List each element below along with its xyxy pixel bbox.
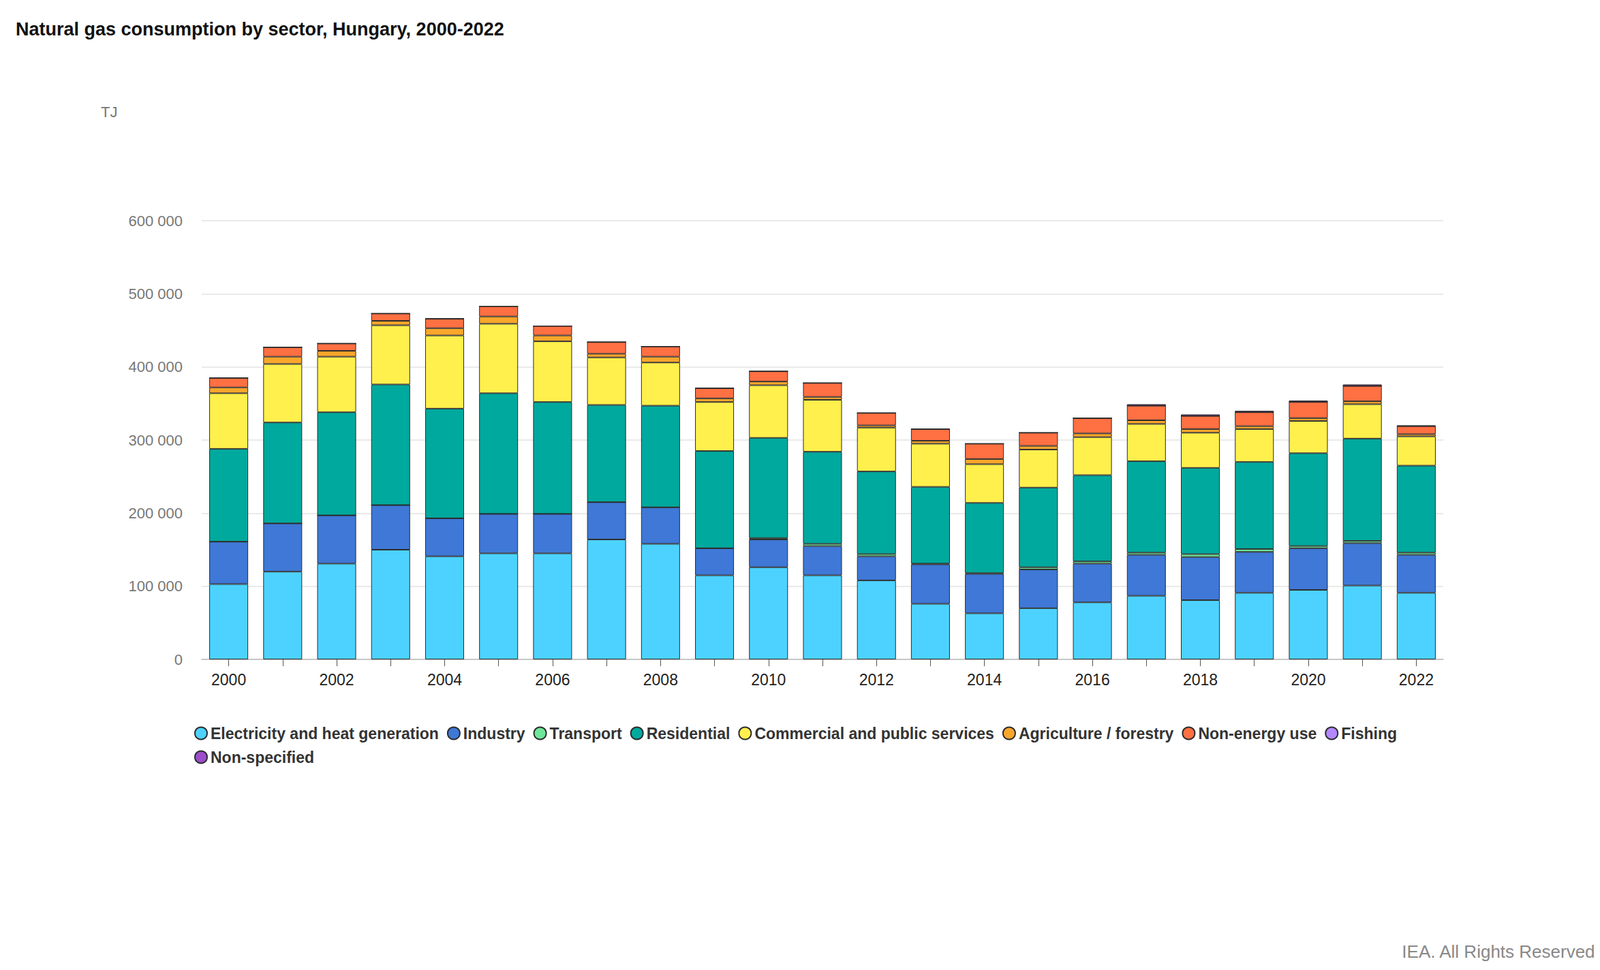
svg-text:500 000: 500 000 xyxy=(128,285,183,303)
svg-text:2020: 2020 xyxy=(1290,671,1326,689)
svg-text:Natural gas consumption by sec: Natural gas consumption by sector, Hunga… xyxy=(15,19,505,40)
svg-text:2016: 2016 xyxy=(1075,671,1111,689)
svg-text:0: 0 xyxy=(174,651,183,669)
svg-text:2018: 2018 xyxy=(1182,671,1218,689)
svg-text:2006: 2006 xyxy=(534,671,570,689)
svg-text:Agriculture / forestry: Agriculture / forestry xyxy=(1018,725,1175,743)
svg-text:Transport: Transport xyxy=(549,725,623,743)
svg-text:2000: 2000 xyxy=(211,671,246,689)
svg-text:Non-energy use: Non-energy use xyxy=(1197,725,1317,743)
svg-text:300 000: 300 000 xyxy=(128,432,183,450)
svg-text:2008: 2008 xyxy=(643,671,679,689)
svg-text:Residential: Residential xyxy=(646,725,731,743)
svg-text:IEA. All Rights Reserved: IEA. All Rights Reserved xyxy=(1401,941,1595,963)
svg-text:100 000: 100 000 xyxy=(128,577,183,595)
svg-text:400 000: 400 000 xyxy=(128,358,183,376)
svg-text:2004: 2004 xyxy=(427,671,463,689)
svg-text:Commercial and public services: Commercial and public services xyxy=(754,725,995,743)
svg-text:Non-specified: Non-specified xyxy=(210,748,315,767)
svg-text:2022: 2022 xyxy=(1398,671,1434,689)
svg-text:200 000: 200 000 xyxy=(128,504,183,522)
svg-text:TJ: TJ xyxy=(100,103,118,121)
svg-text:2010: 2010 xyxy=(750,671,786,689)
svg-text:2014: 2014 xyxy=(966,671,1002,689)
svg-text:2002: 2002 xyxy=(318,671,354,689)
svg-text:Electricity and heat generatio: Electricity and heat generation xyxy=(210,725,439,743)
svg-text:Fishing: Fishing xyxy=(1341,725,1397,743)
svg-text:Industry: Industry xyxy=(463,725,526,743)
svg-text:2012: 2012 xyxy=(859,671,895,689)
svg-text:600 000: 600 000 xyxy=(128,212,183,230)
